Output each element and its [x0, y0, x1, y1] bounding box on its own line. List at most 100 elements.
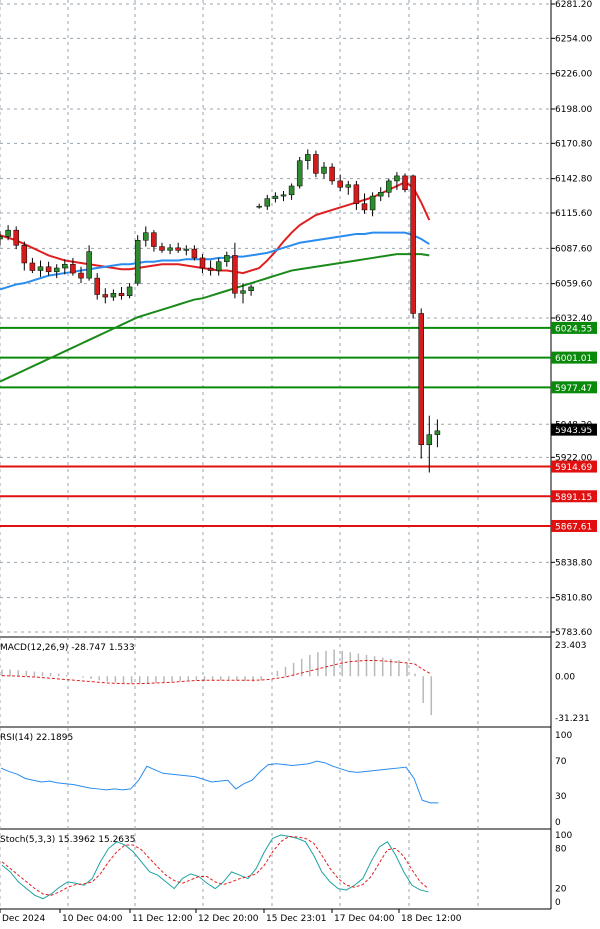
candle-body	[78, 272, 84, 279]
macd-panel: 23.403 0.00 -31.231	[1, 641, 590, 724]
price-tick-label: 6087.60	[555, 244, 592, 254]
candle-body	[345, 184, 352, 188]
stoch-tick-label: 0	[555, 898, 561, 908]
candle-body	[134, 240, 141, 284]
candle-body	[272, 195, 279, 199]
time-tick-label: Dec 2024	[2, 914, 45, 924]
candle-body	[288, 185, 295, 196]
candle-body	[321, 166, 327, 174]
candle-body	[329, 166, 335, 182]
candle-body	[53, 267, 60, 273]
level-label: 5867.61	[555, 522, 592, 532]
candle-body	[248, 286, 254, 291]
candle-body	[386, 180, 392, 193]
candle-body	[151, 232, 157, 247]
level-label: 5891.15	[555, 493, 592, 503]
support-resistance-levels: 6024.55 6001.01 5977.47 5914.69 5891.15 5867.…	[0, 321, 597, 532]
candle-body	[175, 247, 181, 251]
candle-body	[240, 290, 246, 294]
candle-body	[13, 229, 19, 246]
rsi-tick-label: 30	[555, 792, 567, 802]
macd-tick-label: 23.403	[555, 641, 587, 651]
rsi-title: RSI(14) 22.1895	[0, 733, 73, 743]
candle-body	[126, 286, 133, 297]
time-tick-label: 15 Dec 23:01	[266, 914, 327, 924]
candle-body	[305, 154, 311, 161]
candle-body	[199, 257, 206, 269]
candle-body	[280, 194, 287, 197]
candlesticks	[0, 149, 441, 473]
macd-tick-label: -31.231	[555, 714, 590, 724]
candle-body	[402, 175, 408, 191]
price-tick-label: 5810.80	[555, 594, 592, 604]
price-axis: 6281.20 6254.00 6226.00 6198.00 6170.80 6142.…	[551, 0, 592, 638]
candle-body	[353, 184, 360, 204]
candle-body	[37, 266, 44, 271]
candle-body	[94, 277, 100, 295]
price-tick-label: 6115.60	[555, 209, 592, 219]
candle-body	[394, 175, 400, 182]
rsi-tick-label: 70	[555, 757, 567, 767]
level-label: 6001.01	[555, 354, 592, 364]
candle-body	[369, 195, 376, 211]
price-tick-label: 6254.00	[555, 34, 592, 44]
price-tick-label: 6170.80	[555, 139, 592, 149]
candle-body	[45, 266, 52, 273]
price-tick-label: 5948.20	[555, 420, 592, 430]
candle-body	[110, 293, 117, 298]
candle-body	[118, 293, 125, 297]
time-tick-label: 17 Dec 04:00	[334, 914, 395, 924]
grid-lines	[0, 0, 551, 909]
macd-title: MACD(12,26,9) -28.747 1.533	[0, 643, 135, 653]
stoch-title: Stoch(5,3,3) 15.3962 15.2635	[0, 835, 135, 845]
current-price-box	[551, 423, 597, 436]
level-label: 6024.55	[555, 324, 592, 334]
price-tick-label: 6281.20	[555, 0, 592, 10]
macd-tick-label: 0.00	[555, 672, 575, 682]
candle-body	[256, 205, 262, 208]
rsi-line	[0, 760, 439, 804]
level-label: 5977.47	[555, 384, 592, 394]
candle-body	[377, 192, 384, 197]
candle-body	[86, 251, 92, 279]
candle-body	[232, 255, 238, 294]
stoch-k-line	[1, 834, 429, 900]
level-label-box	[551, 519, 597, 532]
time-tick-label: 10 Dec 04:00	[62, 914, 123, 924]
level-label-box	[551, 460, 597, 473]
candle-body	[183, 248, 190, 251]
candle-body	[215, 261, 222, 271]
level-label-box	[551, 490, 597, 503]
candle-body	[0, 236, 3, 240]
time-tick-label: 11 Dec 12:00	[132, 914, 193, 924]
candle-body	[21, 245, 28, 264]
rsi-tick-label: 0	[555, 818, 561, 828]
price-tick-label: 5922.00	[555, 453, 592, 463]
stoch-panel: 100 80 20 0	[1, 831, 572, 908]
level-label: 5914.69	[555, 463, 592, 473]
price-tick-label: 6059.60	[555, 280, 592, 290]
price-tick-label: 6198.00	[555, 105, 592, 115]
price-tick-label: 6032.40	[555, 314, 592, 324]
candle-body	[167, 247, 173, 251]
rsi-tick-label: 100	[555, 731, 572, 741]
stoch-tick-label: 100	[555, 831, 572, 841]
candle-body	[191, 248, 198, 259]
stoch-tick-label: 20	[555, 885, 567, 895]
macd-signal-line	[1, 660, 432, 685]
candle-body	[29, 262, 36, 271]
candle-body	[434, 430, 441, 435]
candle-body	[426, 434, 433, 445]
level-label-box	[551, 381, 597, 394]
time-tick-label: 12 Dec 20:00	[198, 914, 259, 924]
moving-average-line	[0, 253, 430, 383]
stoch-d-line	[1, 835, 429, 896]
candle-body	[361, 203, 368, 211]
candle-body	[159, 246, 165, 251]
price-tick-label: 6142.80	[555, 175, 592, 185]
candle-body	[207, 267, 214, 271]
candle-body	[143, 232, 149, 241]
current-price-label: 5943.95	[555, 426, 592, 436]
candle-body	[337, 180, 343, 188]
